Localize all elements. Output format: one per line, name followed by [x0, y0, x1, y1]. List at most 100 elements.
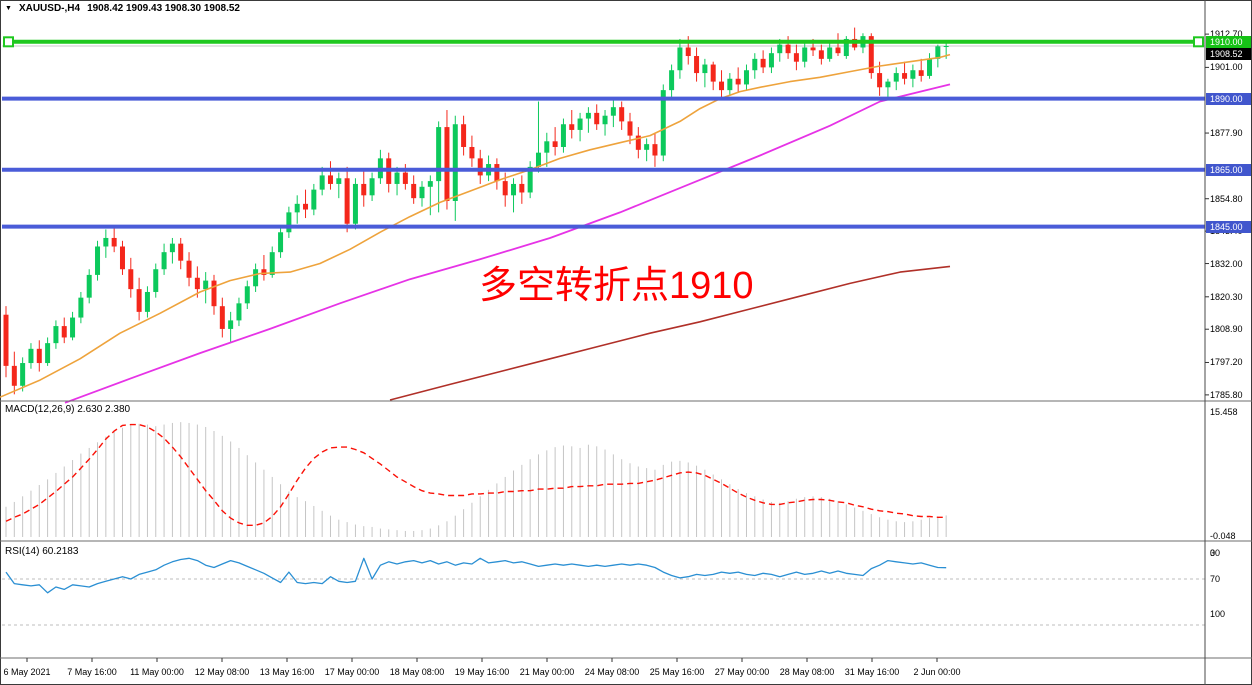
candle-body — [452, 124, 458, 201]
candle-body — [877, 73, 883, 88]
candle-body — [560, 124, 566, 147]
candle-body — [719, 81, 725, 91]
candle-body — [311, 189, 317, 210]
time-label: 18 May 08:00 — [389, 667, 445, 677]
time-label: 6 May 2021 — [3, 667, 51, 677]
candle-body — [303, 203, 309, 210]
candle-body — [169, 243, 175, 253]
candle-body — [402, 172, 408, 184]
candle-body — [20, 363, 26, 386]
chart-symbol-timeframe: XAUUSD-,H4 — [18, 3, 81, 14]
candle-body — [228, 320, 234, 329]
candle-body — [544, 141, 550, 153]
candle-body — [893, 73, 899, 82]
candle-body — [327, 175, 333, 184]
symbol-dropdown-icon[interactable]: ▼ — [5, 4, 12, 12]
candle-body — [203, 280, 209, 290]
price-tick-label: 1854.80 — [1210, 193, 1243, 204]
candle-body — [602, 115, 608, 125]
candle-body — [253, 269, 259, 287]
candle-body — [361, 183, 367, 196]
candle-body — [336, 178, 342, 184]
candle-body — [70, 317, 76, 338]
candle-body — [743, 70, 749, 85]
candle-body — [344, 178, 350, 224]
candle-body — [702, 64, 708, 74]
candle-body — [53, 326, 59, 344]
candle-body — [935, 46, 941, 59]
candle-body — [86, 274, 92, 298]
price-tick-label: 1912.70 — [1210, 29, 1243, 40]
candle-body — [669, 70, 675, 91]
candle-body — [535, 152, 541, 167]
candle-body — [186, 260, 192, 278]
price-tick-label: 1901.00 — [1210, 62, 1243, 73]
time-label: 13 May 16:00 — [259, 667, 315, 677]
candle-body — [727, 78, 733, 91]
candle-body — [36, 348, 42, 364]
candle-body — [943, 46, 949, 48]
candle-body — [178, 243, 184, 261]
candle-body — [3, 314, 9, 366]
candle-body — [710, 64, 716, 82]
candle-body — [885, 81, 891, 88]
candle-body — [427, 181, 433, 187]
candle-body — [244, 286, 250, 304]
price-badge-1890.00: 1890.00 — [1206, 92, 1251, 105]
candle-body — [153, 269, 159, 292]
candle-body — [511, 183, 517, 196]
candle-body — [569, 124, 575, 130]
candle-body — [61, 326, 67, 338]
candle-body — [768, 53, 774, 68]
candle-body — [436, 127, 442, 182]
rsi-indicator-label: RSI(14) 60.2183 — [5, 546, 79, 557]
candle-body — [369, 178, 375, 196]
macd-scale-label: 15.458 — [1210, 407, 1238, 417]
candle-body — [552, 141, 558, 147]
candle-body — [28, 348, 34, 364]
candle-body — [760, 58, 766, 68]
candle-body — [635, 135, 641, 150]
candle-body — [835, 47, 841, 54]
candle-body — [444, 127, 450, 201]
price-badge-1865.00: 1865.00 — [1206, 163, 1251, 176]
candle-body — [161, 252, 167, 270]
time-label: 31 May 16:00 — [844, 667, 900, 677]
candle-body — [278, 232, 284, 253]
macd-scale-label: -0.048 — [1210, 531, 1236, 541]
rsi-scale-label: 100 — [1210, 608, 1226, 619]
candle-body — [111, 237, 117, 247]
candle-body — [610, 107, 616, 116]
candle-body — [777, 44, 783, 54]
candle-body — [519, 183, 525, 193]
candle-body — [477, 158, 483, 176]
candle-body — [219, 306, 225, 329]
candle-body — [527, 166, 533, 193]
candle-body — [103, 237, 109, 247]
ma-fast-line — [0, 53, 951, 398]
candle-body — [644, 144, 650, 150]
candle-body — [910, 70, 916, 79]
candle-body — [752, 58, 758, 71]
annotation-text[interactable]: 多空转折点1910 — [479, 265, 754, 307]
time-label: 17 May 00:00 — [324, 667, 380, 677]
candle-body — [735, 78, 741, 85]
hline-handle[interactable] — [3, 36, 14, 48]
candle-body — [902, 73, 908, 79]
time-label: 24 May 08:00 — [584, 667, 640, 677]
hline-handle[interactable] — [1193, 36, 1204, 48]
candle-body — [868, 36, 874, 74]
candle-body — [843, 38, 849, 57]
candle-body — [144, 291, 150, 312]
ma-slow-line — [389, 265, 951, 401]
price-tick-label: 1797.20 — [1210, 357, 1243, 368]
candle-body — [494, 164, 500, 182]
time-label: 2 Jun 00:00 — [913, 667, 961, 677]
macd-signal-line — [5, 423, 947, 526]
price-badge-1845.00: 1845.00 — [1206, 220, 1251, 233]
candle-body — [461, 124, 467, 147]
price-tick-label: 1832.00 — [1210, 258, 1243, 269]
time-label: 25 May 16:00 — [649, 667, 705, 677]
